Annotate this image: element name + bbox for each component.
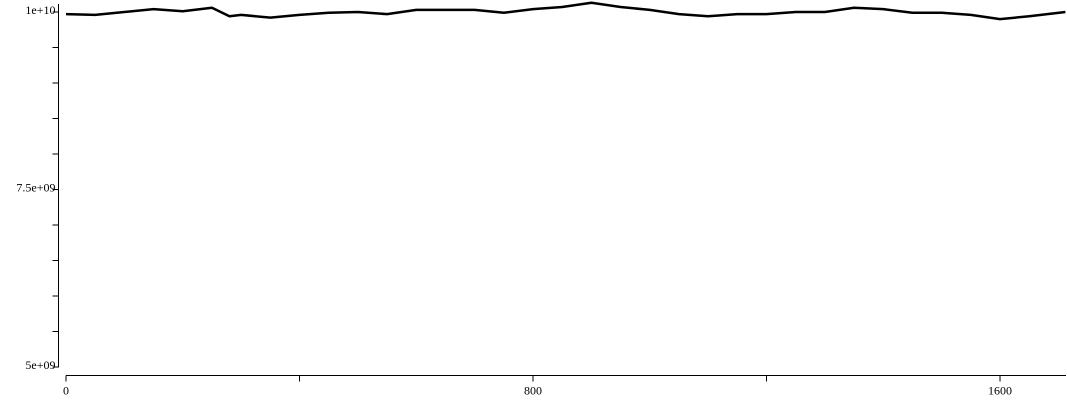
x-tick-label: 1600 [988, 383, 1012, 397]
x-tick-label: 0 [63, 383, 69, 397]
y-tick-label: 1e+10 [25, 3, 55, 17]
y-tick-label: 5e+09 [25, 358, 55, 372]
x-tick-label: 800 [524, 383, 542, 397]
line [65, 1, 1066, 21]
y-tick-label: 7.5e+09 [16, 180, 55, 194]
